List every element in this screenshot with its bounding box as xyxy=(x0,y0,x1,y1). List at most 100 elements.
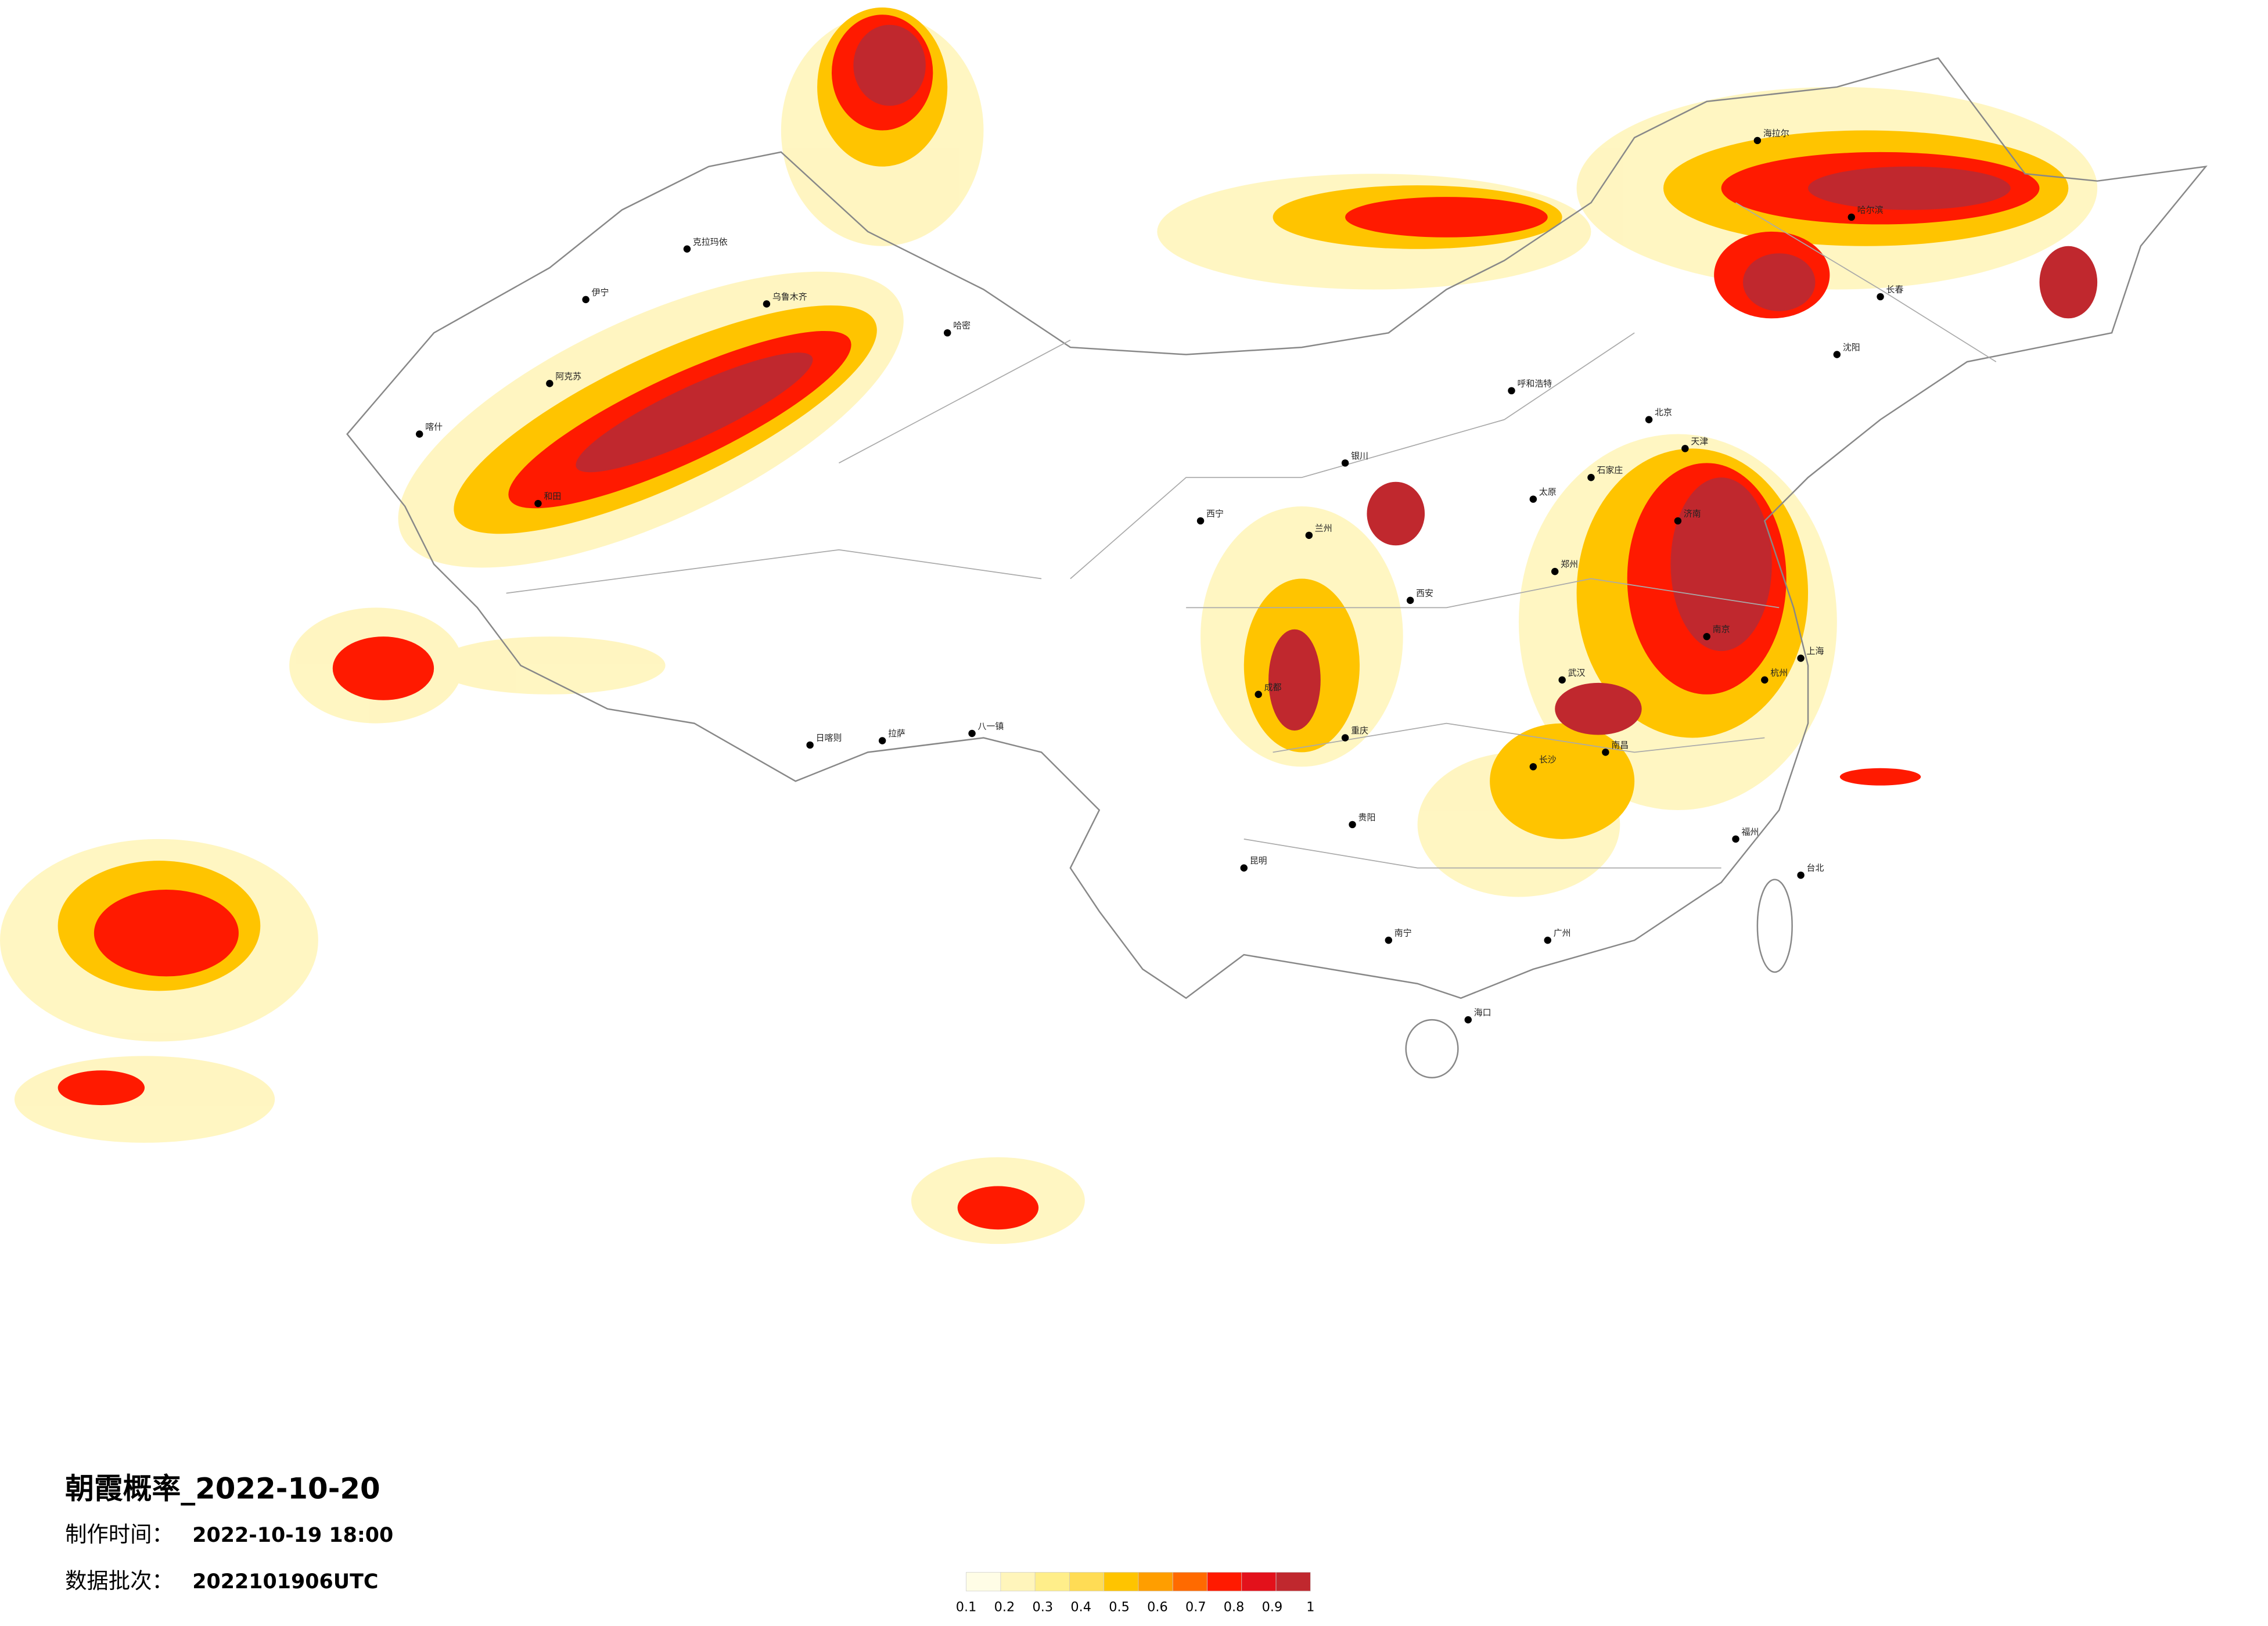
city-dot xyxy=(1544,936,1551,944)
legend-tick-label: 0.8 xyxy=(1224,1600,1245,1615)
city-label: 哈密 xyxy=(953,321,971,331)
city-dot xyxy=(1877,293,1884,301)
city-label: 昆明 xyxy=(1250,855,1267,866)
city-dot xyxy=(1349,821,1356,829)
city-label: 银川 xyxy=(1351,451,1368,461)
city-dot xyxy=(582,296,590,304)
map-title: 朝霞概率_2022-10-20 xyxy=(65,1472,380,1505)
batch-label: 数据批次： xyxy=(65,1568,174,1593)
city-label: 成都 xyxy=(1264,682,1282,692)
legend-tick-label: 0.9 xyxy=(1262,1600,1283,1615)
city-dot xyxy=(1255,690,1262,699)
city-dot xyxy=(806,741,814,749)
legend-cell xyxy=(1172,1572,1207,1592)
city-label: 南京 xyxy=(1713,624,1730,635)
city-dot xyxy=(1464,1016,1472,1024)
city-label: 太原 xyxy=(1539,487,1557,497)
city-label: 西安 xyxy=(1416,588,1433,598)
city-dot xyxy=(1551,567,1559,575)
city-dot xyxy=(415,430,423,438)
legend-cell xyxy=(1241,1572,1277,1592)
city-dot xyxy=(1674,517,1682,525)
legend-tick-label: 0.5 xyxy=(1109,1600,1130,1615)
city-dot xyxy=(1833,351,1841,358)
city-dot xyxy=(1240,864,1248,872)
legend: 0.1 0.2 0.3 0.4 0.5 0.6 0.7 0.8 0.9 1 xyxy=(956,1572,1314,1615)
production-time-label: 制作时间： xyxy=(65,1521,174,1547)
country-outline xyxy=(346,57,2208,1078)
city-label: 郑州 xyxy=(1561,559,1578,570)
city-dot xyxy=(1341,459,1349,467)
city-label: 南宁 xyxy=(1394,928,1412,938)
city-dot xyxy=(1508,387,1515,395)
city-dot xyxy=(1753,136,1762,145)
city-label: 日喀则 xyxy=(816,732,842,743)
legend-tick-label: 0.6 xyxy=(1147,1600,1168,1615)
legend-tick-label: 0.4 xyxy=(1070,1600,1091,1615)
legend-cell xyxy=(1034,1572,1070,1592)
city-label: 杭州 xyxy=(1770,667,1788,678)
city-dot xyxy=(546,380,553,387)
city-label: 长沙 xyxy=(1539,754,1557,765)
city-dot xyxy=(1558,676,1566,684)
city-label: 广州 xyxy=(1554,928,1571,938)
city-label: 呼和浩特 xyxy=(1517,378,1552,388)
city-label: 和田 xyxy=(544,491,561,502)
city-dot xyxy=(944,329,951,337)
city-dot xyxy=(1797,871,1805,879)
city-label: 天津 xyxy=(1691,436,1708,447)
city-dot xyxy=(1385,936,1393,944)
probability-areas xyxy=(0,7,2098,1244)
city-dot xyxy=(1703,632,1710,641)
city-dot xyxy=(683,245,691,253)
legend-tick-label: 0.7 xyxy=(1185,1600,1206,1615)
city-label: 乌鲁木齐 xyxy=(772,292,807,302)
city-dot xyxy=(1529,495,1537,503)
city-label: 重庆 xyxy=(1351,725,1368,736)
city-dot xyxy=(1406,596,1414,605)
city-dot xyxy=(1529,763,1537,771)
city-label: 沈阳 xyxy=(1843,342,1860,352)
legend-cell xyxy=(1275,1572,1311,1592)
production-time-value: 2022-10-19 18:00 xyxy=(192,1524,393,1547)
city-label: 阿克苏 xyxy=(555,371,581,382)
city-label: 八一镇 xyxy=(978,721,1004,732)
city-label: 福州 xyxy=(1741,826,1759,837)
city-dot xyxy=(1761,676,1769,684)
city-dot xyxy=(1587,473,1595,481)
legend-cell xyxy=(966,1572,1001,1592)
batch-value: 2022101906UTC xyxy=(192,1570,378,1593)
city-label: 西宁 xyxy=(1206,508,1224,519)
legend-tick-label: 0.1 xyxy=(956,1600,977,1615)
city-dot xyxy=(1645,416,1653,423)
legend-cell xyxy=(1104,1572,1139,1592)
city-dot xyxy=(1341,734,1349,742)
city-dot xyxy=(534,499,542,508)
legend-cell xyxy=(1000,1572,1036,1592)
legend-cell xyxy=(1207,1572,1242,1592)
city-label: 上海 xyxy=(1807,646,1824,656)
city-label: 兰州 xyxy=(1315,523,1332,533)
legend-tick-label: 0.2 xyxy=(994,1600,1015,1615)
city-dot xyxy=(1196,517,1205,525)
city-label: 喀什 xyxy=(425,422,443,432)
city-label: 伊宁 xyxy=(592,287,609,297)
city-label: 北京 xyxy=(1655,407,1672,418)
city-dot xyxy=(1848,213,1855,221)
city-dot xyxy=(763,300,771,308)
city-label: 克拉玛依 xyxy=(693,236,728,247)
city-label: 哈尔滨 xyxy=(1857,204,1884,215)
city-label: 海拉尔 xyxy=(1763,128,1789,138)
city-label: 拉萨 xyxy=(888,728,905,739)
city-label: 济南 xyxy=(1684,508,1701,519)
city-label: 台北 xyxy=(1807,863,1824,873)
legend-cell xyxy=(1138,1572,1173,1592)
city-label: 长春 xyxy=(1886,284,1904,294)
city-label: 贵阳 xyxy=(1358,812,1376,822)
city-label: 石家庄 xyxy=(1597,465,1623,476)
city-dot xyxy=(1681,445,1689,452)
legend-cell xyxy=(1069,1572,1105,1592)
city-dot xyxy=(878,737,886,744)
